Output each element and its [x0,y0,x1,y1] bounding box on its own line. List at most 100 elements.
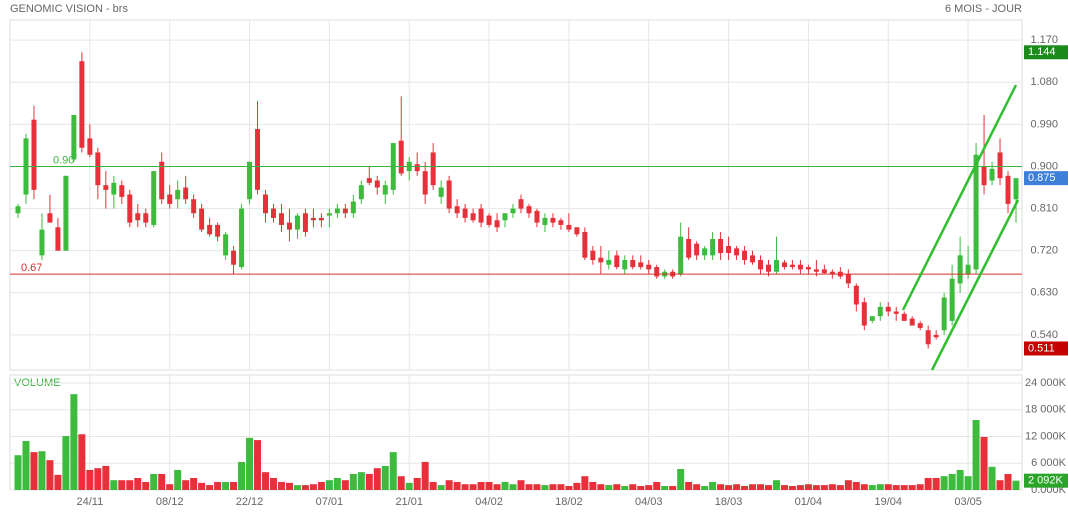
candle-body [382,185,388,195]
candle-body [263,194,269,214]
candle-body [718,238,724,254]
candle-body [686,238,692,258]
volume-bar [533,484,541,490]
candle-body [486,215,492,225]
volume-bar [293,485,301,490]
candle-body [494,220,500,228]
candle-body [358,185,364,200]
volume-bar [70,394,78,490]
candle-body [845,274,851,284]
y-tick-label: 0.990 [1030,118,1058,130]
price-marker-label: 1.144 [1028,46,1056,58]
volume-bar [38,451,46,490]
volume-bar [254,440,262,490]
volume-bar [820,485,828,490]
candle-body [997,152,1003,179]
candle-body [143,213,149,223]
price-marker [1024,45,1068,60]
y-tick-label: 12 000K [1025,430,1067,442]
volume-bar [597,484,605,490]
candle-body [414,164,420,172]
y-tick-label: 0.540 [1030,329,1058,341]
volume-bar [900,485,908,490]
candle-body [318,217,324,221]
volume-bar [349,473,357,490]
volume-bar [158,473,166,490]
volume-bar [110,480,118,490]
volume-bar [557,484,565,490]
volume-bar [222,481,230,490]
y-tick-label: 6 000K [1031,457,1067,469]
volume-bar [357,472,365,490]
volume-bar [517,480,525,490]
volume-bar [844,480,852,490]
volume-bar [852,481,860,490]
volume-bar [501,481,509,490]
volume-bar [190,477,198,490]
candle-body [877,306,883,317]
candle-body [430,152,436,186]
volume-bar [629,484,637,490]
volume-bar [565,485,573,490]
candle-body [885,306,891,312]
volume-bar [541,485,549,490]
volume-bar [461,484,469,490]
candle-body [654,267,660,277]
volume-bar [214,481,222,490]
candle-body [223,234,229,256]
candle-body [135,213,141,221]
volume-bar [693,484,701,490]
volume-bar [86,469,94,490]
candle-body [119,185,125,197]
volume-bar [94,468,102,490]
price-marker-label: 0.511 [1028,342,1055,354]
volume-bar [996,480,1004,490]
volume-bar [988,466,996,490]
volume-bar [198,482,206,490]
volume-bar [174,469,182,490]
candle-body [526,206,532,214]
candle-body [215,224,221,237]
volume-bar [333,477,341,490]
candle-body [853,285,859,305]
volume-bar [1004,473,1012,490]
marks: 24/11 08/12 22/12 07/01 21/01 04/02 18/02 04/03… [10,20,1068,508]
volume-bar [772,480,780,490]
candle-body [758,260,764,270]
candle-body [454,206,460,214]
volume-bar [749,484,757,490]
volume-bar [980,436,988,490]
volume-bar [964,476,972,490]
volume-bar [804,484,812,490]
volume-bar [780,485,788,490]
volume-bar [621,485,629,490]
price-marker [1024,341,1068,356]
x-tick-label: 08/12 [156,496,184,508]
x-tick-label: 04/02 [475,496,503,508]
candle-body [973,154,979,270]
volume-bar [613,484,621,490]
candle-body [773,260,779,272]
volume-bar [142,481,150,490]
y-tick-label: 1.170 [1030,34,1058,46]
volume-bar [102,465,110,490]
volume-bar [509,484,517,490]
candle-body [47,213,53,223]
volume-bar [166,484,174,490]
candle-body [765,264,771,272]
price-frame [9,19,1023,371]
volume-frame [9,374,1023,491]
candle-body [286,222,292,230]
candle-body [278,213,284,225]
volume-bar [757,484,765,490]
candle-body [590,250,596,261]
candle-body [702,248,708,256]
x-tick-label: 24/11 [76,496,103,508]
trend-line [930,199,1020,371]
y-tick-label: 0.900 [1030,160,1058,172]
volume-bar [876,484,884,490]
volume-bar [525,484,533,490]
volume-bar [677,469,685,490]
volume-bar [1012,480,1020,490]
